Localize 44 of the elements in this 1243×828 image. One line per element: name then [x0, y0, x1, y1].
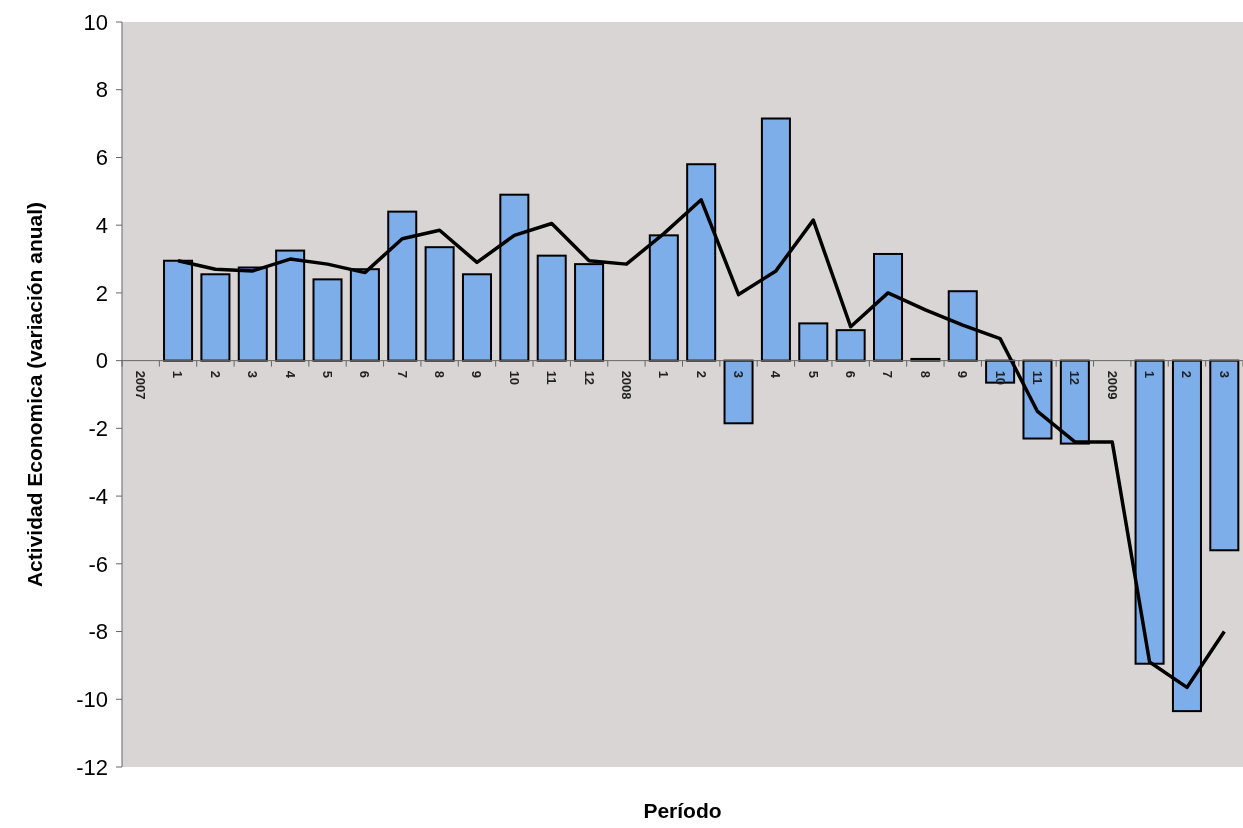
y-tick-label: 6	[95, 145, 108, 171]
y-tick-label: 8	[95, 77, 108, 103]
x-tick-label: 9	[955, 370, 971, 378]
x-tick-label: 5	[319, 370, 335, 378]
x-tick-label: 1	[1142, 370, 1158, 378]
x-tick-label: 2008	[618, 370, 634, 400]
x-tick-label: 1	[170, 370, 186, 378]
y-tick-label: 4	[95, 212, 108, 238]
x-tick-label: 8	[432, 370, 448, 378]
x-tick-label: 6	[357, 370, 373, 378]
x-tick-label: 10	[992, 370, 1008, 386]
x-tick-label: 11	[1029, 370, 1045, 385]
y-tick-label: 0	[95, 348, 108, 374]
x-tick-label: 2009	[1104, 370, 1120, 400]
x-tick-label: 3	[1216, 370, 1232, 378]
x-tick-label: 7	[880, 370, 896, 378]
x-tick-label: 4	[282, 370, 298, 379]
y-axis-title: Actividad Economica (variación anual)	[23, 201, 46, 588]
x-tick-label: 2	[207, 370, 223, 378]
x-tick-label: 7	[394, 370, 410, 378]
x-tick-label: 11	[544, 370, 560, 385]
x-tick-label: 12	[1067, 370, 1083, 386]
x-tick-label: 6	[843, 370, 859, 378]
y-tick-label: -2	[88, 416, 108, 442]
x-tick-label: 2	[1179, 370, 1195, 378]
x-tick-label: 2007	[133, 370, 149, 400]
y-tick-label: -8	[88, 619, 108, 645]
x-tick-label: 5	[805, 370, 821, 378]
x-tick-label: 8	[917, 370, 933, 378]
x-axis-title: Período	[643, 799, 722, 822]
x-tick-label: 9	[469, 370, 485, 378]
y-tick-label: -10	[76, 686, 108, 712]
x-tick-label: 10	[506, 370, 522, 386]
y-tick-label: 2	[95, 280, 108, 306]
x-tick-label: 12	[581, 370, 597, 386]
x-tick-label: 1	[656, 370, 672, 378]
x-tick-label: 4	[768, 370, 784, 379]
y-tick-label: -4	[88, 483, 108, 509]
x-tick-label: 2	[693, 370, 709, 378]
x-tick-label: 3	[731, 370, 746, 378]
y-tick-label: -6	[88, 551, 108, 577]
x-tick-label: 3	[245, 370, 261, 378]
y-tick-label: 10	[83, 9, 108, 35]
y-tick-label: -12	[76, 754, 108, 780]
